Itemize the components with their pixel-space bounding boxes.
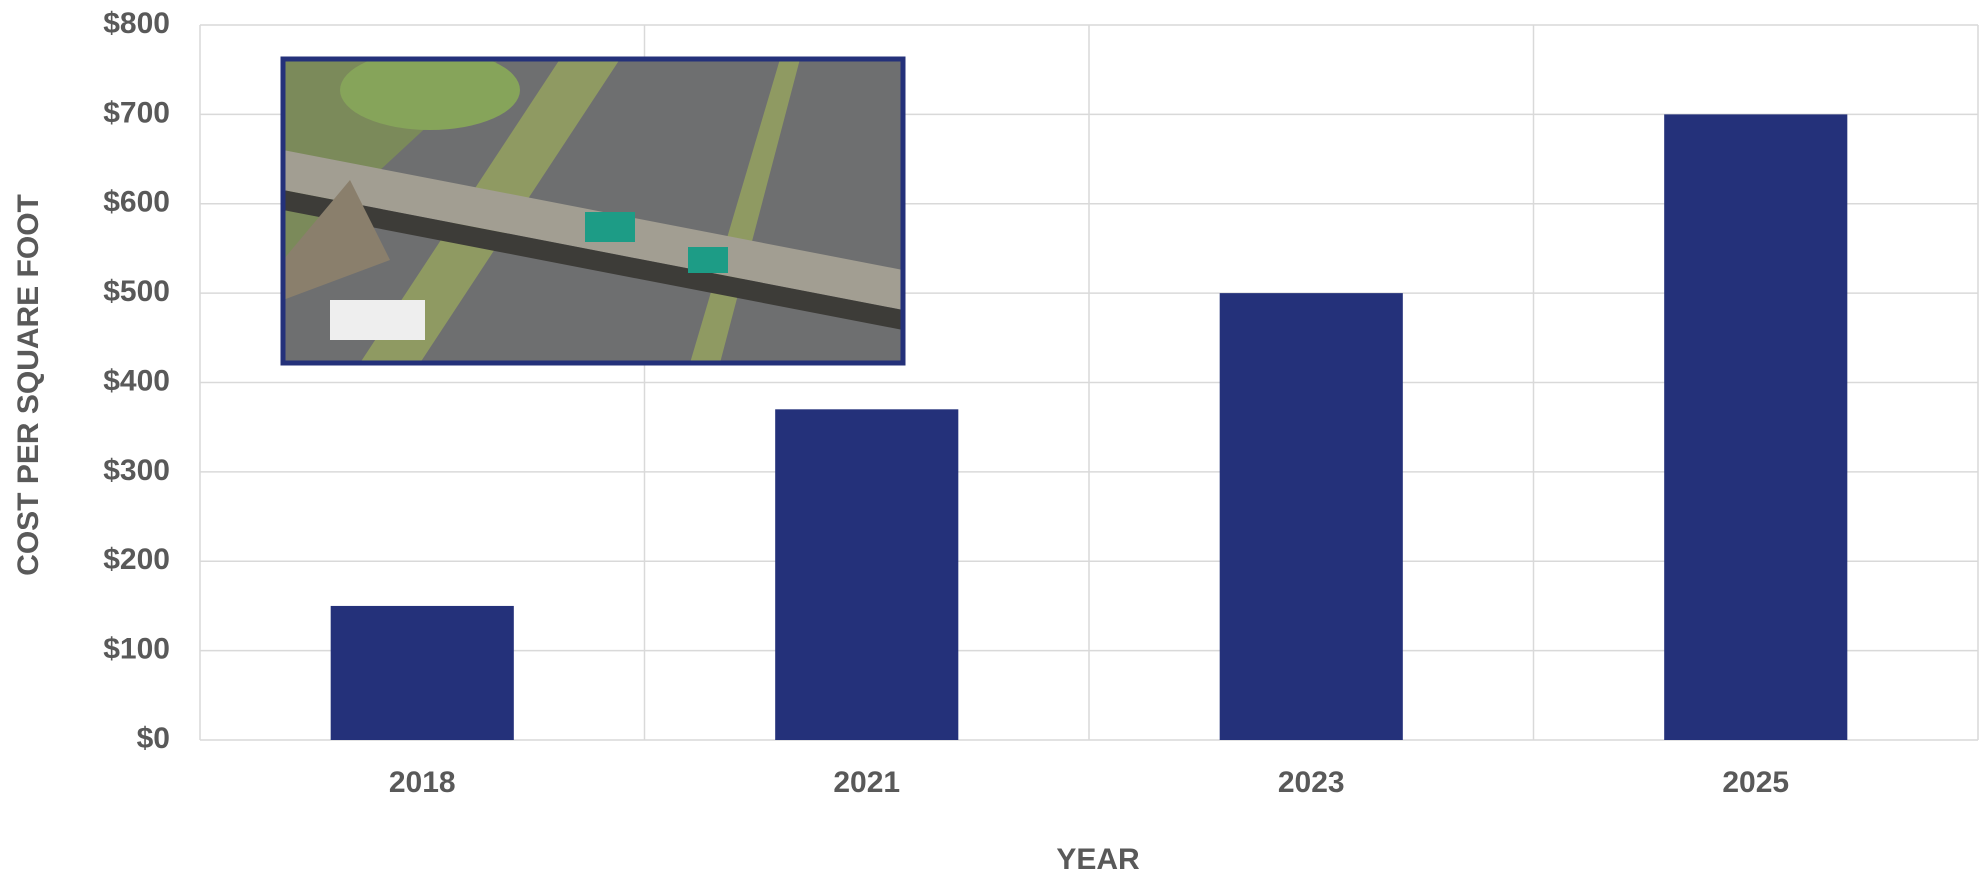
x-axis-title: YEAR	[1056, 843, 1140, 876]
bar	[330, 605, 514, 740]
y-axis-title: COST PER SQUARE FOOT	[12, 194, 45, 576]
y-tick-label: $200	[103, 543, 170, 576]
bar	[775, 409, 959, 740]
bar	[1664, 114, 1848, 740]
y-tick-label: $700	[103, 96, 170, 129]
x-tick-label: 2021	[833, 766, 900, 799]
bar	[1219, 293, 1403, 740]
y-tick-label: $500	[103, 275, 170, 308]
y-tick-label: $600	[103, 186, 170, 219]
x-tick-label: 2023	[1278, 766, 1345, 799]
x-tick-label: 2018	[389, 766, 456, 799]
photo-inset	[280, 56, 906, 366]
x-tick-label: 2025	[1722, 766, 1789, 799]
y-tick-label: $100	[103, 633, 170, 666]
y-tick-label: $0	[137, 722, 170, 755]
y-tick-label: $300	[103, 454, 170, 487]
y-tick-label: $800	[103, 7, 170, 40]
y-tick-label: $400	[103, 364, 170, 397]
plot-area: $0 $100 $200 $300 $400 $500 $600 $700 $800 2018 20…	[103, 7, 1979, 799]
